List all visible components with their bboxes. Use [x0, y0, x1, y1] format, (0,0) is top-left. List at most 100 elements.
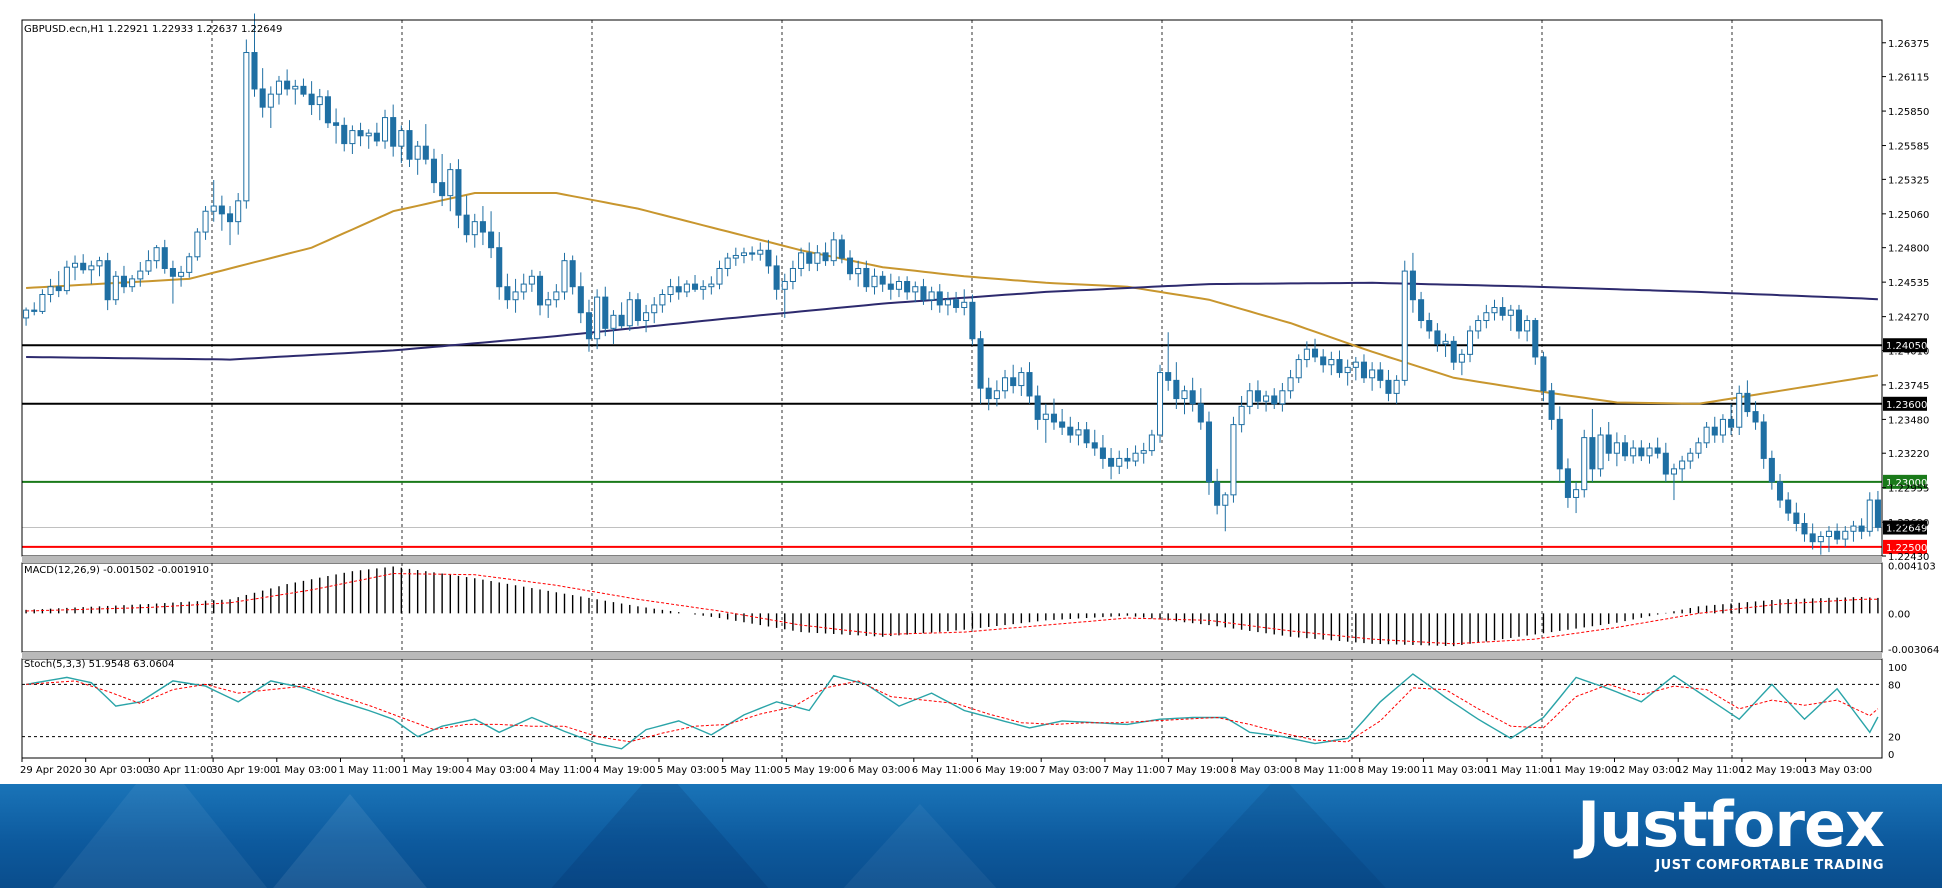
- candle-body: [863, 267, 870, 288]
- candle: [708, 276, 715, 295]
- candle-body: [1336, 359, 1343, 374]
- candle: [1059, 408, 1066, 436]
- candle: [422, 124, 429, 165]
- candle: [31, 302, 38, 316]
- candle: [349, 125, 356, 154]
- stoch-tick-label: 0: [1888, 750, 1894, 761]
- candle: [618, 302, 625, 329]
- candle: [732, 247, 739, 266]
- candle-body: [137, 270, 144, 280]
- candle: [895, 276, 903, 298]
- candle-body: [822, 252, 829, 262]
- candle-body: [773, 265, 780, 290]
- candle: [610, 310, 617, 344]
- candle: [1621, 435, 1629, 462]
- time-tick-label: 12 May 19:00: [1740, 765, 1809, 776]
- candle-body: [814, 252, 821, 264]
- candle: [226, 206, 234, 246]
- candle: [1336, 350, 1343, 378]
- candle-body: [757, 249, 764, 255]
- candle-body: [1654, 447, 1661, 454]
- candle-body: [1181, 390, 1188, 400]
- candles: [23, 13, 1881, 555]
- candle-body: [357, 130, 364, 137]
- candle: [120, 265, 128, 294]
- candle: [1263, 390, 1270, 412]
- candle: [381, 109, 389, 149]
- current-price-label: 1.22649: [1886, 524, 1927, 535]
- time-tick-label: 6 May 19:00: [976, 765, 1038, 776]
- candle-body: [398, 130, 405, 147]
- current-price-tag: [1883, 520, 1927, 535]
- candle: [1434, 323, 1441, 352]
- candle: [912, 281, 919, 303]
- candle: [1238, 395, 1245, 433]
- candle-body: [1768, 457, 1775, 483]
- candle: [1108, 448, 1115, 480]
- candle: [1744, 380, 1751, 417]
- candle-body: [993, 390, 1000, 400]
- candle: [1287, 369, 1294, 399]
- price-tick-label: 1.24010: [1888, 346, 1929, 357]
- candle-body: [895, 280, 903, 290]
- grid: [211, 20, 1733, 758]
- candle-body: [349, 130, 356, 145]
- candle-body: [1442, 340, 1449, 345]
- candle: [765, 239, 772, 274]
- candle-body: [1499, 307, 1506, 316]
- candle-body: [700, 286, 707, 290]
- candle-body: [1214, 481, 1221, 506]
- candle: [528, 269, 535, 292]
- candle: [863, 260, 870, 292]
- candle-body: [259, 88, 266, 108]
- candle-body: [985, 387, 992, 400]
- macd-signal-line: [26, 572, 1878, 645]
- candle-body: [675, 286, 682, 293]
- candle: [1303, 341, 1310, 368]
- candle: [716, 260, 723, 290]
- candle: [1638, 440, 1645, 462]
- candle-body: [569, 260, 576, 288]
- candle: [463, 195, 470, 243]
- candle: [1099, 435, 1106, 469]
- brand-logo: Justforex JUST COMFORTABLE TRADING: [1577, 790, 1885, 874]
- candle: [1695, 437, 1702, 459]
- candle-body: [1450, 340, 1457, 363]
- time-tick-label: 11 May 19:00: [1549, 765, 1618, 776]
- candle: [1116, 450, 1123, 475]
- candle: [577, 272, 584, 324]
- candle: [267, 86, 274, 128]
- moving-averages: [26, 192, 1879, 405]
- candle: [1369, 362, 1376, 391]
- price-tick-label: 1.26115: [1888, 73, 1929, 84]
- candle-body: [879, 275, 886, 285]
- candle: [569, 255, 576, 295]
- candle-body: [846, 257, 854, 275]
- candle-body: [528, 275, 535, 285]
- candle-body: [1638, 447, 1645, 457]
- candle: [324, 90, 331, 128]
- candle: [798, 247, 805, 277]
- stoch-tick-label: 20: [1888, 733, 1901, 744]
- candle-body: [1793, 512, 1800, 524]
- candle: [1491, 299, 1498, 321]
- candle-body: [1687, 452, 1694, 462]
- candle: [626, 291, 633, 331]
- candle: [1295, 354, 1302, 383]
- candle-body: [1132, 452, 1139, 462]
- candle: [1426, 312, 1433, 339]
- panel-separator: [22, 652, 1882, 659]
- candle-body: [226, 213, 234, 223]
- time-tick-label: 7 May 19:00: [1167, 765, 1229, 776]
- candle-body: [324, 96, 331, 124]
- time-tick-label: 8 May 11:00: [1294, 765, 1356, 776]
- candle-body: [300, 85, 307, 95]
- candle: [1760, 414, 1767, 469]
- candle: [1589, 408, 1596, 482]
- candle-body: [904, 280, 911, 293]
- candle: [1091, 429, 1098, 456]
- candle: [1385, 369, 1392, 402]
- candle: [1581, 429, 1588, 498]
- candle-body: [112, 275, 119, 301]
- candle: [23, 307, 30, 326]
